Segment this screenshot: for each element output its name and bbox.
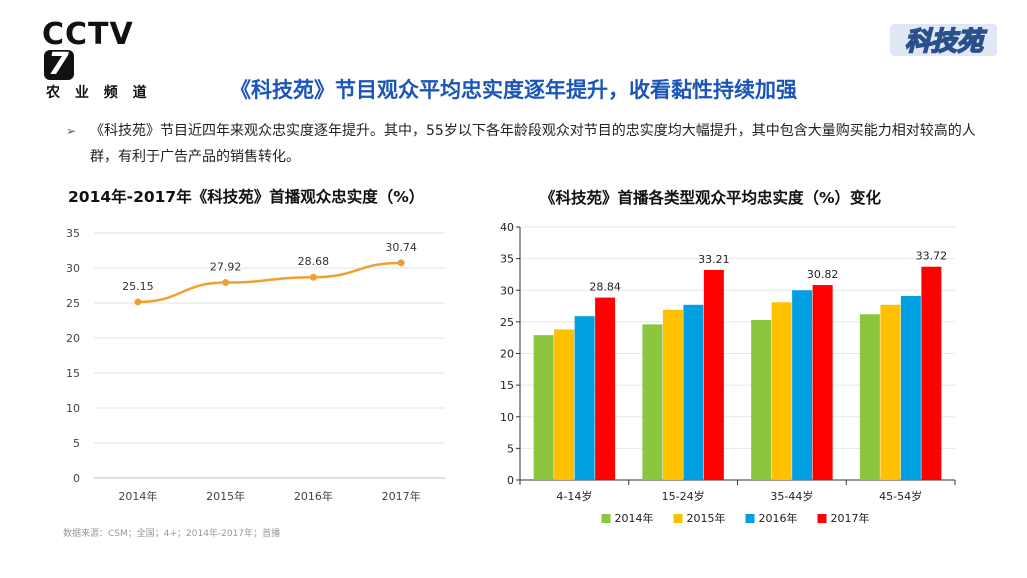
bar [554,329,575,480]
legend-label: 2017年 [831,511,870,525]
y-tick-label: 10 [500,411,514,424]
y-tick-label: 10 [66,402,80,415]
logo-channel: 农 业 频 道 [46,85,152,101]
logo-number: 7 [44,50,74,80]
y-tick-label: 30 [500,284,514,297]
data-label: 30.74 [385,241,417,254]
bar [642,324,663,480]
bullet-arrow-icon: ➢ [66,124,77,138]
y-tick-label: 35 [66,227,80,240]
bullet-text: 《科技苑》节目近四年来观众忠实度逐年提升。其中，55岁以下各年龄段观众对节目的忠… [90,123,976,165]
y-tick-label: 15 [500,379,514,392]
data-label: 28.68 [298,255,330,268]
bar [751,319,772,480]
x-tick-label: 2016年 [294,489,333,503]
program-logo-text: 科技苑 [905,27,987,57]
bullet-point: ➢ 《科技苑》节目近四年来观众忠实度逐年提升。其中，55岁以下各年龄段观众对节目… [66,118,986,170]
x-tick-label: 2015年 [206,489,245,503]
x-tick-label: 15-24岁 [662,489,705,503]
data-label: 25.15 [122,280,154,293]
y-tick-label: 5 [73,437,80,450]
line-chart: 0 5 10 15 20 25 30 35 2014年 2015年 2016年 2017年 25.15 2… [66,227,445,503]
bar [574,316,595,480]
bar [703,269,724,480]
bar [662,309,683,480]
data-point [397,259,405,267]
bar [812,285,833,480]
program-logo: 科技苑 [890,24,997,58]
bar [900,295,921,480]
data-point [309,273,317,281]
y-tick-label: 20 [500,348,514,361]
series-line [137,261,402,304]
x-tick-label: 35-44岁 [770,489,813,503]
y-tick-label: 20 [66,332,80,345]
y-tick-label: 30 [66,262,80,275]
legend-label: 2015年 [687,511,726,525]
bar [859,314,880,480]
legend-label: 2016年 [759,511,798,525]
legend-swatch [745,514,755,523]
x-tick-label: 4-14岁 [556,489,592,503]
data-point [222,279,230,287]
bar [771,302,792,480]
bar [595,297,616,480]
y-tick-label: 25 [66,297,80,310]
data-label: 28.84 [589,281,621,294]
bar [533,335,554,480]
page-title: 《科技苑》节目观众平均忠实度逐年提升，收看黏性持续加强 [230,78,797,102]
y-tick-label: 40 [500,221,514,234]
line-chart-title: 2014年-2017年《科技苑》首播观众忠实度（%） [68,188,425,206]
bar-chart-title: 《科技苑》首播各类型观众平均忠实度（%）变化 [540,189,882,207]
y-tick-label: 0 [73,472,80,485]
data-point [134,298,142,306]
logo-brand: CCTV [42,17,134,52]
bar [921,266,942,480]
x-tick-label: 2014年 [118,489,157,503]
bar [880,304,901,480]
bar-chart: 0 5 10 15 20 25 30 35 40 28.84 4-14岁 33.21 15-24岁 30.… [500,221,956,525]
x-tick-label: 2017年 [382,489,421,503]
data-label: 27.92 [210,261,242,274]
legend-swatch [601,514,611,523]
legend-label: 2014年 [615,511,654,525]
cctv7-logo: CCTV7 农 业 频 道 [42,17,152,102]
y-tick-label: 5 [507,442,514,455]
legend-swatch [673,514,683,523]
data-label: 33.21 [698,253,730,266]
y-tick-label: 0 [507,474,514,487]
x-tick-label: 45-54岁 [879,489,922,503]
bar [683,304,704,480]
data-source-note: 数据来源：CSM；全国；4+；2014年-2017年；首播 [63,529,281,539]
legend-swatch [817,514,827,523]
data-label: 33.72 [916,250,948,263]
y-tick-label: 25 [500,316,514,329]
bar [792,290,813,480]
data-label: 30.82 [807,268,839,281]
y-tick-label: 35 [500,253,514,266]
y-tick-label: 15 [66,367,80,380]
